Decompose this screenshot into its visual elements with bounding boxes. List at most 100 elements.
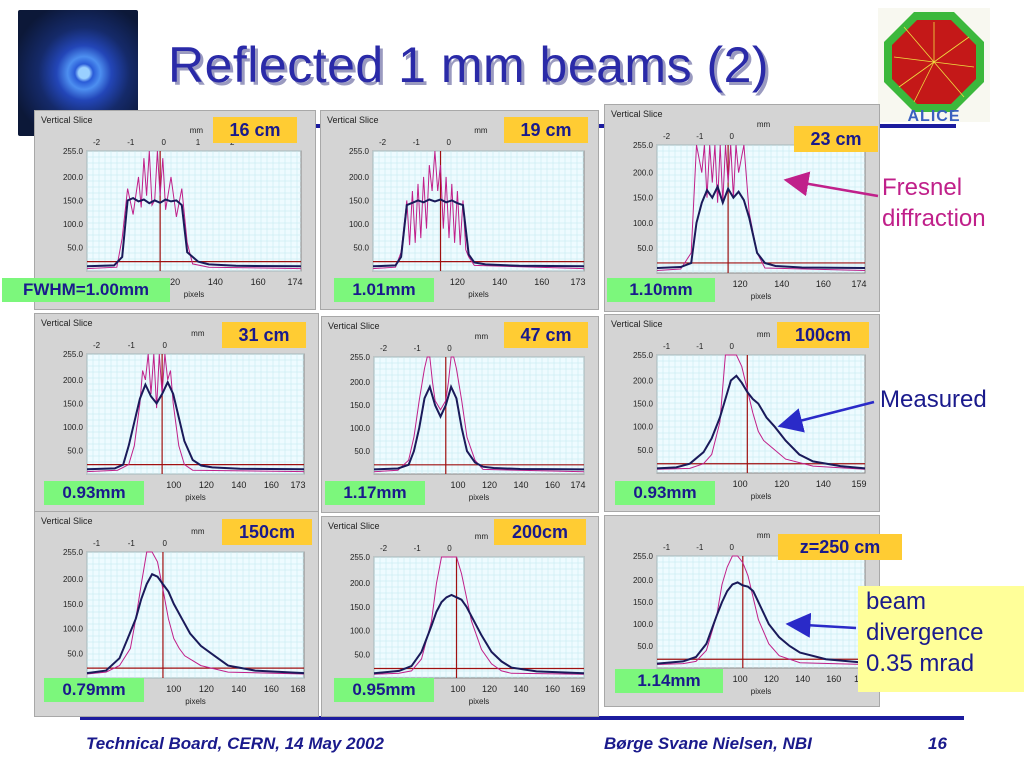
x-tick-label: 174: [570, 480, 585, 490]
mm-label: mm: [474, 126, 488, 135]
x-axis-label: pixels: [751, 687, 771, 696]
panel-label: Vertical Slice: [327, 115, 379, 125]
y-tick-label: 200.0: [633, 169, 654, 178]
distance-tag-2: 19 cm: [504, 117, 588, 143]
x-tick-label: 140: [816, 479, 831, 489]
x-tick-label: 120: [482, 684, 497, 694]
divergence-line-1: beam: [866, 588, 927, 615]
fresnel-annotation: Fresnel diffraction: [882, 172, 986, 234]
panel-label: Vertical Slice: [41, 318, 93, 328]
y-tick-label: 255.0: [633, 552, 654, 561]
divergence-line-2: divergence: [866, 619, 984, 646]
y-tick-label: 255.0: [633, 141, 654, 150]
x-tick-label: 174: [851, 279, 866, 289]
y-tick-label: 150.0: [63, 600, 84, 609]
y-tick-label: 50.0: [637, 446, 653, 455]
y-tick-label: 100.0: [350, 627, 371, 636]
plot-area: [656, 555, 866, 669]
y-tick-label: 255.0: [63, 147, 84, 156]
chart-panel-5: Vertical Slice mm -2 -1 0 255.0 200.0 150.0 100.…: [321, 316, 599, 513]
fwhm-tag-9: 1.14mm: [615, 669, 723, 693]
mm-tick-label: 0: [447, 544, 452, 553]
fresnel-line-2: diffraction: [882, 205, 986, 232]
fwhm-tag-8: 0.95mm: [334, 678, 434, 702]
y-tick-label: 100.0: [633, 219, 654, 228]
panel-label: Vertical Slice: [41, 115, 93, 125]
y-tick-label: 100.0: [349, 220, 370, 229]
x-tick-label: 120: [733, 279, 748, 289]
x-tick-label: 140: [774, 279, 789, 289]
x-tick-label: 140: [208, 277, 223, 287]
y-tick-label: 50.0: [67, 446, 83, 455]
x-tick-label: 160: [816, 279, 831, 289]
y-tick-label: 200.0: [633, 576, 654, 585]
fresnel-series-line: [656, 555, 866, 665]
divergence-annotation: beam divergence 0.35 mrad: [858, 586, 1024, 692]
mm-tick-label: -2: [380, 544, 388, 553]
x-tick-label: 100: [166, 684, 181, 694]
panel-label: Vertical Slice: [611, 319, 663, 329]
fresnel-series-line: [372, 150, 585, 270]
mm-label: mm: [757, 120, 771, 129]
chart-svg-1: Vertical Slicemm-2-1012255.0200.0150.010…: [41, 115, 303, 299]
y-tick-label: 100.0: [633, 423, 654, 432]
mm-label: mm: [191, 527, 205, 536]
mm-tick-label: -2: [380, 344, 388, 353]
x-axis-label: pixels: [468, 290, 488, 299]
y-tick-label: 150.0: [633, 598, 654, 607]
mm-tick-label: -2: [379, 138, 387, 147]
measured-series-line: [86, 379, 305, 471]
measured-series-line: [656, 184, 866, 269]
mm-tick-label: 1: [196, 138, 201, 147]
fwhm-tag-3: 1.10mm: [607, 278, 715, 302]
chart-panel-3: Vertical Slice mm -2 -1 0 255.0 200.0 150.0 100.…: [604, 104, 880, 312]
y-tick-label: 200.0: [350, 378, 371, 387]
alice-logo-text: ALICE: [907, 108, 961, 125]
x-tick-label: 160: [534, 277, 549, 287]
y-tick-label: 100.0: [350, 424, 371, 433]
y-tick-label: 50.0: [353, 243, 369, 252]
x-tick-label: 160: [251, 277, 266, 287]
mm-label: mm: [475, 332, 489, 341]
chart-svg-4: Vertical Slice mm -2 -1 0 255.0 200.0 150.0 100.…: [41, 318, 306, 502]
x-axis-label: pixels: [469, 697, 489, 706]
fresnel-line-1: Fresnel: [882, 174, 963, 201]
footer-author: Børge Svane Nielsen, NBI: [604, 734, 812, 753]
distance-tag-7: 150cm: [222, 519, 312, 545]
distance-tag-8: 200cm: [494, 519, 586, 545]
mm-tick-label: -1: [128, 341, 136, 350]
x-tick-label: 100: [166, 480, 181, 490]
alice-octagon-icon: [884, 12, 984, 112]
y-tick-label: 100.0: [63, 220, 84, 229]
mm-tick-label: 0: [730, 342, 735, 351]
x-tick-label: 173: [570, 277, 585, 287]
fresnel-series-line: [656, 144, 866, 271]
mm-tick-label: 0: [447, 138, 452, 147]
x-tick-label: 174: [287, 277, 302, 287]
x-tick-label: 120: [199, 684, 214, 694]
mm-tick-label: -2: [663, 132, 671, 141]
chart-svg-6: Vertical Slice mm -1 -1 0 255.0 200.0 150.0 100.…: [611, 319, 867, 501]
x-tick-label: 160: [545, 684, 560, 694]
mm-tick-label: -1: [414, 544, 422, 553]
x-tick-label: 100: [733, 674, 748, 684]
fresnel-arrow: [783, 171, 879, 198]
mm-tick-label: 0: [162, 341, 167, 350]
chart-panel-1: Vertical Slicemm-2-1012255.0200.0150.010…: [34, 110, 316, 310]
measured-arrow: [777, 400, 875, 433]
x-tick-label: 120: [764, 674, 779, 684]
x-axis-label: pixels: [184, 290, 204, 299]
measured-series-line: [86, 196, 302, 268]
y-tick-label: 50.0: [354, 650, 370, 659]
mm-tick-label: -1: [128, 539, 136, 548]
chart-panel-2: Vertical Slice mm -2 -1 0 255.0 200.0 150.0 100.…: [320, 110, 599, 310]
y-tick-label: 255.0: [63, 350, 84, 359]
page-number: 16: [928, 734, 947, 753]
y-tick-label: 255.0: [350, 353, 371, 362]
y-tick-label: 50.0: [67, 649, 83, 658]
mm-label: mm: [757, 531, 771, 540]
measured-series-line: [656, 581, 866, 665]
x-axis-label: pixels: [751, 492, 771, 501]
x-tick-label: 100: [733, 479, 748, 489]
